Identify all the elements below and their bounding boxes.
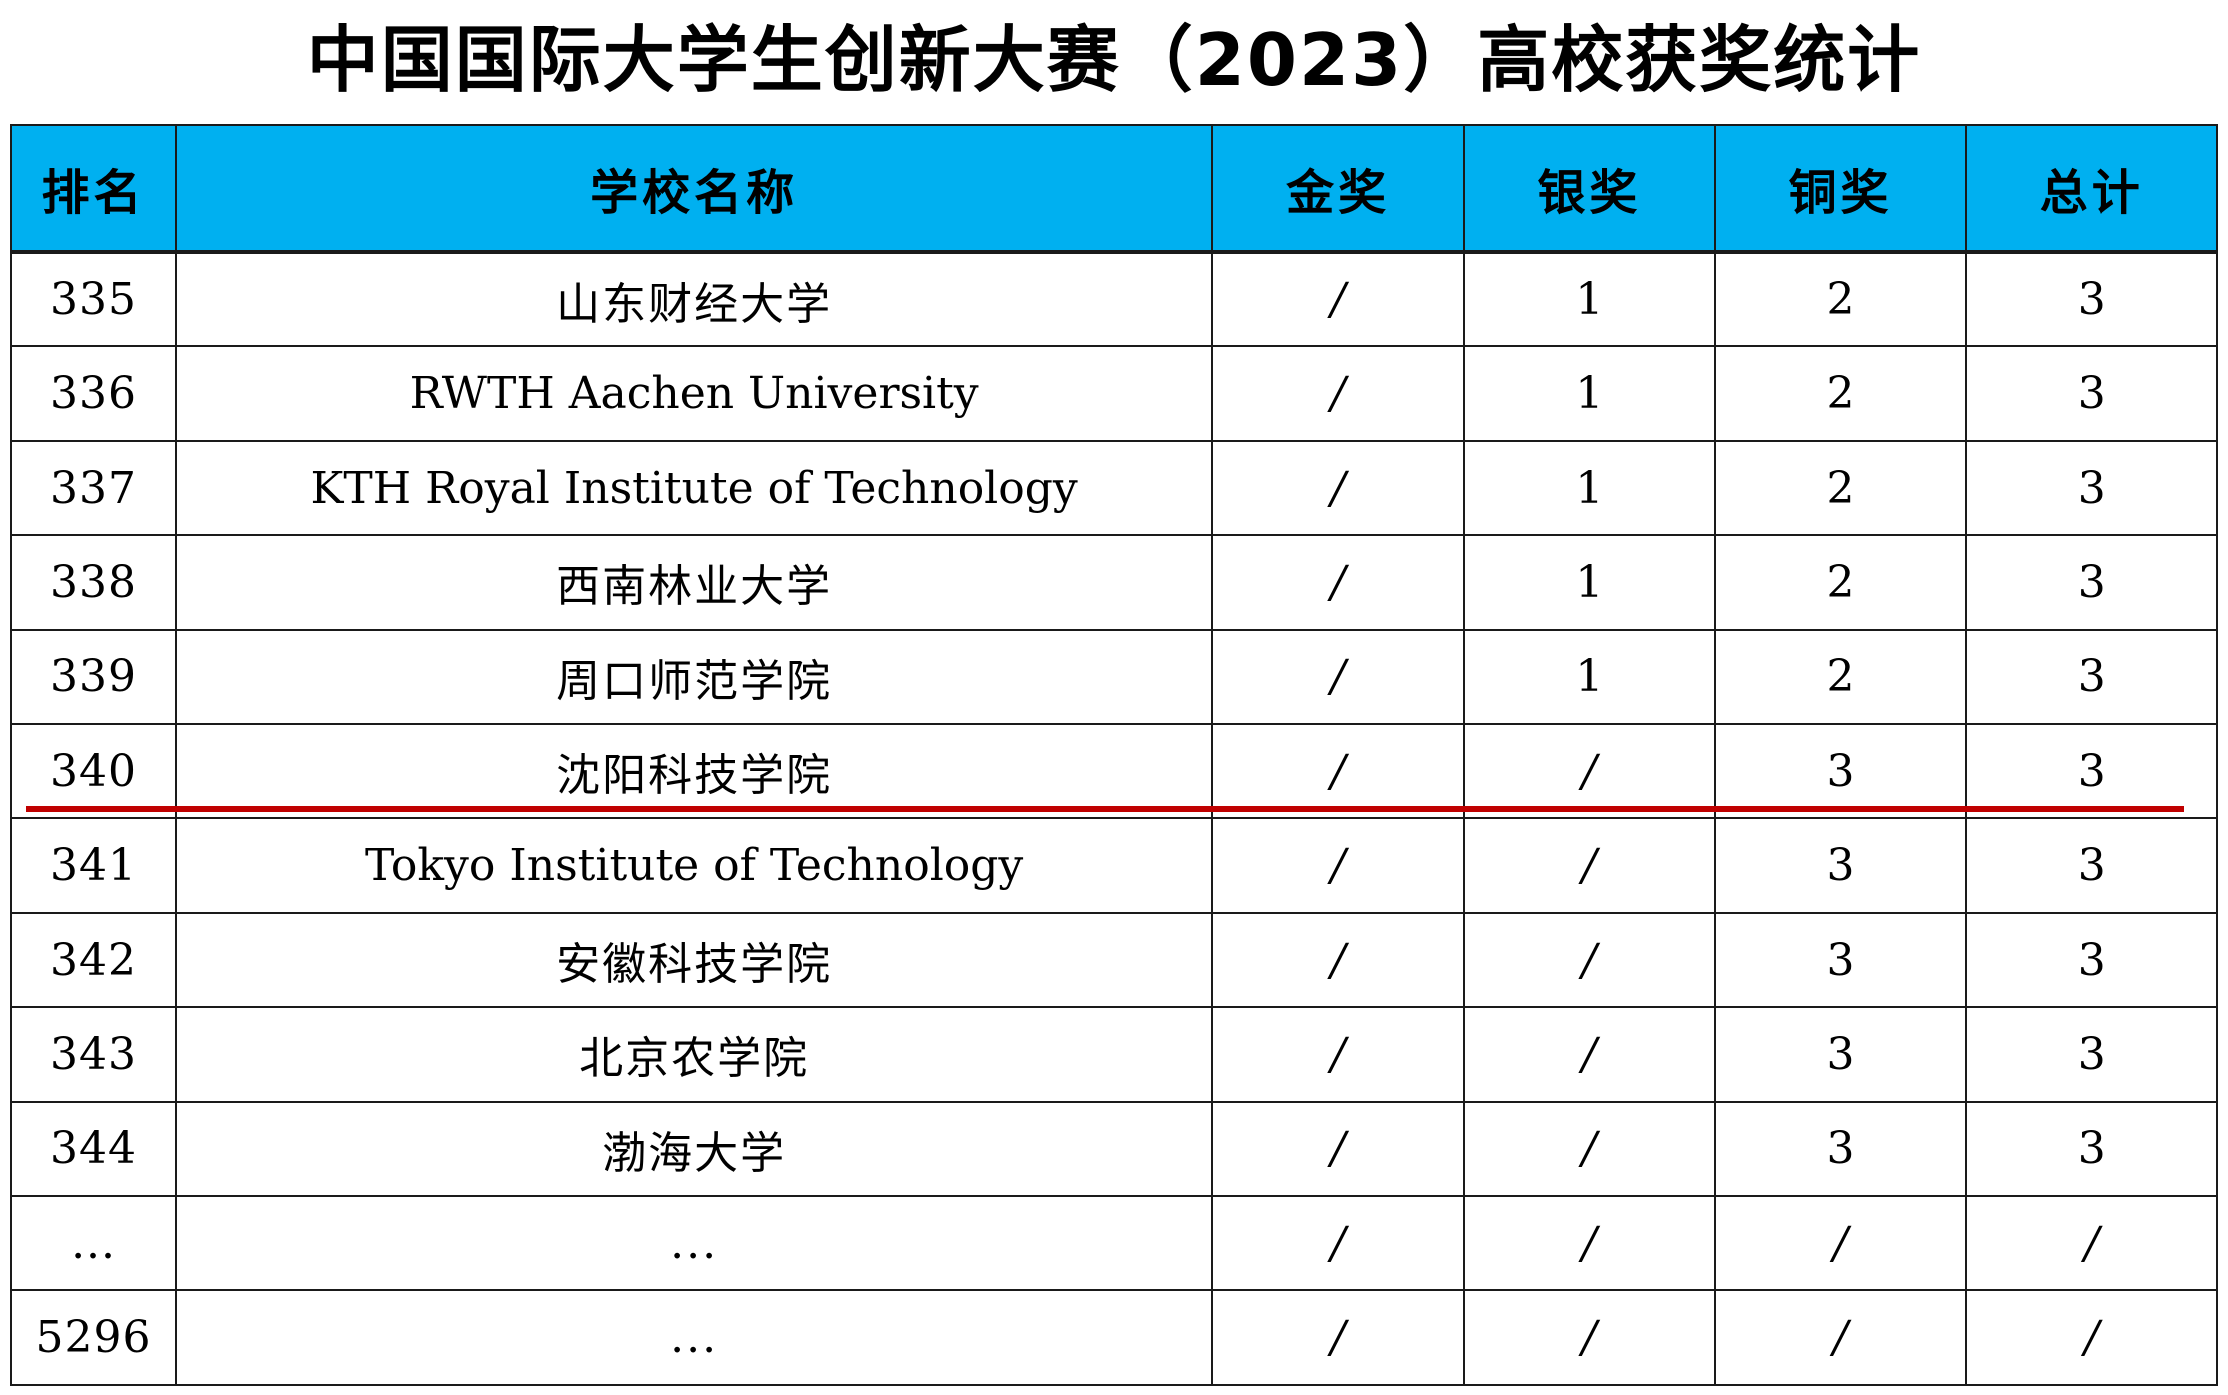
- school-name-cell: ...: [175, 1195, 1214, 1292]
- gold-cell: /: [1211, 628, 1466, 726]
- silver-cell: /: [1463, 723, 1716, 820]
- gold-cell: /: [1211, 439, 1466, 537]
- silver-cell: /: [1463, 1006, 1716, 1103]
- gold-cell: /: [1211, 1195, 1466, 1292]
- table-row: 339 周口师范学院 / 1 2 3: [9, 628, 2218, 726]
- table-row: 336 RWTH Aachen University / 1 2 3: [9, 345, 2218, 442]
- rank-cell: 342: [9, 911, 178, 1009]
- rank-cell: 338: [9, 534, 178, 631]
- gold-cell: /: [1211, 345, 1466, 442]
- rank-cell: 343: [9, 1006, 178, 1103]
- rank-cell: 339: [9, 628, 178, 726]
- total-cell: /: [1965, 1195, 2218, 1292]
- school-name-cell: 山东财经大学: [175, 250, 1214, 348]
- gold-cell: /: [1211, 911, 1466, 1009]
- bronze-cell: 3: [1713, 723, 1968, 820]
- bronze-cell: 2: [1713, 628, 1968, 726]
- bronze-cell: 3: [1713, 1100, 1968, 1198]
- rank-cell: 5296: [9, 1289, 178, 1386]
- total-cell: 3: [1965, 250, 2218, 348]
- school-name-cell: 沈阳科技学院: [175, 723, 1214, 820]
- gold-cell: /: [1211, 1006, 1466, 1103]
- silver-cell: /: [1463, 1100, 1716, 1198]
- school-name-cell: KTH Royal Institute of Technology: [175, 439, 1214, 537]
- bronze-cell: 3: [1713, 817, 1968, 914]
- gold-cell: /: [1211, 534, 1466, 631]
- school-name-cell: Tokyo Institute of Technology: [175, 817, 1214, 914]
- silver-cell: 1: [1463, 250, 1716, 348]
- silver-cell: /: [1463, 911, 1716, 1009]
- table-row: 337 KTH Royal Institute of Technology / …: [9, 439, 2218, 537]
- highlight-underline: [26, 806, 2184, 812]
- total-cell: 3: [1965, 345, 2218, 442]
- bronze-cell: /: [1713, 1289, 1968, 1386]
- total-cell: 3: [1965, 911, 2218, 1009]
- header-gold: 金奖: [1211, 124, 1466, 254]
- total-cell: 3: [1965, 439, 2218, 537]
- bronze-cell: 3: [1713, 1006, 1968, 1103]
- silver-cell: 1: [1463, 534, 1716, 631]
- bronze-cell: 2: [1713, 439, 1968, 537]
- gold-cell: /: [1211, 817, 1466, 914]
- total-cell: 3: [1965, 1006, 2218, 1103]
- silver-cell: /: [1463, 1195, 1716, 1292]
- gold-cell: /: [1211, 723, 1466, 820]
- bronze-cell: 2: [1713, 345, 1968, 442]
- header-total: 总计: [1965, 124, 2218, 254]
- total-cell: 3: [1965, 817, 2218, 914]
- rank-cell: 336: [9, 345, 178, 442]
- table-row: 341 Tokyo Institute of Technology / / 3 …: [9, 817, 2218, 914]
- rank-cell: 335: [9, 250, 178, 348]
- table-row: 338 西南林业大学 / 1 2 3: [9, 534, 2218, 631]
- table-row: 344 渤海大学 / / 3 3: [9, 1100, 2218, 1198]
- awards-table: 排名 学校名称 金奖 银奖 铜奖 总计 335 山东财经大学 / 1 2 3 3…: [9, 124, 2218, 1386]
- page-title: 中国国际大学生创新大赛（2023）高校获奖统计: [306, 18, 1922, 102]
- silver-cell: /: [1463, 1289, 1716, 1386]
- school-name-cell: 周口师范学院: [175, 628, 1214, 726]
- header-school-name: 学校名称: [175, 124, 1214, 254]
- silver-cell: 1: [1463, 439, 1716, 537]
- bronze-cell: /: [1713, 1195, 1968, 1292]
- table-row: 340 沈阳科技学院 / / 3 3: [9, 723, 2218, 820]
- table-row: 342 安徽科技学院 / / 3 3: [9, 911, 2218, 1009]
- table-header-row: 排名 学校名称 金奖 银奖 铜奖 总计: [9, 124, 2218, 254]
- school-name-cell: 渤海大学: [175, 1100, 1214, 1198]
- silver-cell: 1: [1463, 628, 1716, 726]
- header-rank: 排名: [9, 124, 178, 254]
- total-cell: /: [1965, 1289, 2218, 1386]
- header-bronze: 铜奖: [1713, 124, 1968, 254]
- table-row: 5296 ... / / / /: [9, 1289, 2218, 1386]
- table-row: ... ... / / / /: [9, 1195, 2218, 1292]
- silver-cell: /: [1463, 817, 1716, 914]
- table-row: 343 北京农学院 / / 3 3: [9, 1006, 2218, 1103]
- gold-cell: /: [1211, 1100, 1466, 1198]
- silver-cell: 1: [1463, 345, 1716, 442]
- gold-cell: /: [1211, 1289, 1466, 1386]
- bronze-cell: 2: [1713, 534, 1968, 631]
- gold-cell: /: [1211, 250, 1466, 348]
- rank-cell: 337: [9, 439, 178, 537]
- rank-cell: 340: [9, 723, 178, 820]
- bronze-cell: 2: [1713, 250, 1968, 348]
- table-row: 335 山东财经大学 / 1 2 3: [9, 250, 2218, 348]
- school-name-cell: 安徽科技学院: [175, 911, 1214, 1009]
- total-cell: 3: [1965, 534, 2218, 631]
- total-cell: 3: [1965, 723, 2218, 820]
- rank-cell: 344: [9, 1100, 178, 1198]
- total-cell: 3: [1965, 628, 2218, 726]
- school-name-cell: 北京农学院: [175, 1006, 1214, 1103]
- rank-cell: 341: [9, 817, 178, 914]
- total-cell: 3: [1965, 1100, 2218, 1198]
- school-name-cell: 西南林业大学: [175, 534, 1214, 631]
- header-silver: 银奖: [1463, 124, 1716, 254]
- rank-cell: ...: [9, 1195, 178, 1292]
- school-name-cell: RWTH Aachen University: [175, 345, 1214, 442]
- school-name-cell: ...: [175, 1289, 1214, 1386]
- bronze-cell: 3: [1713, 911, 1968, 1009]
